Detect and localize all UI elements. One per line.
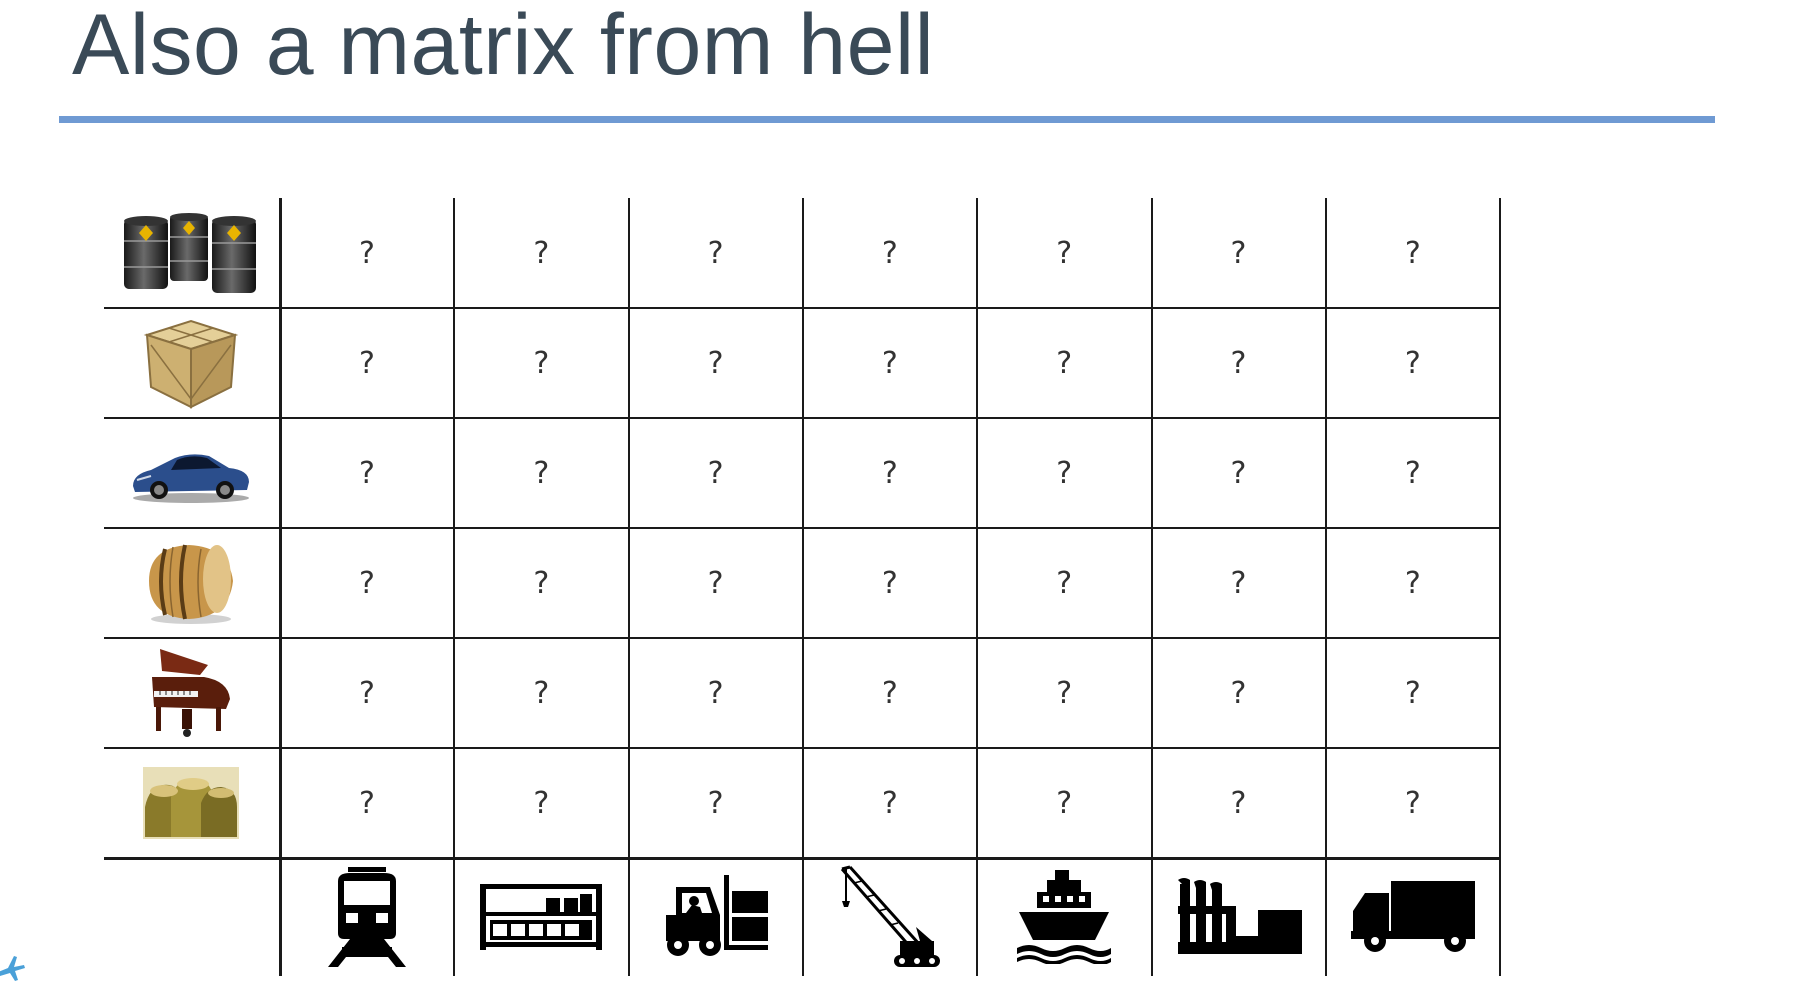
matrix-column-divider: [1324, 198, 1327, 976]
matrix-cell: ?: [1404, 675, 1421, 711]
matrix-cell: ?: [1056, 345, 1073, 381]
matrix-cell: ?: [533, 675, 550, 711]
matrix-cell: ?: [533, 785, 550, 821]
grand-piano-icon: [104, 638, 278, 748]
ship-icon: [977, 862, 1151, 972]
matrix-cell: ?: [1230, 235, 1247, 271]
matrix-cell: ?: [1404, 345, 1421, 381]
matrix-cell: ?: [881, 345, 898, 381]
matrix-row-divider: [104, 417, 1501, 419]
matrix-row-divider: [104, 637, 1501, 639]
matrix-row-divider: [104, 307, 1501, 309]
matrix-cell: ?: [707, 455, 724, 491]
matrix-cell: ?: [533, 455, 550, 491]
matrix-cell: ?: [359, 455, 375, 491]
matrix-row-divider: [104, 747, 1501, 749]
matrix-axis-horizontal: [104, 857, 1501, 860]
wooden-barrel-icon: [104, 528, 278, 638]
matrix-cell: ?: [359, 235, 375, 271]
oil-barrels-icon: [104, 198, 278, 308]
matrix-column-divider: [627, 198, 630, 976]
matrix-cell: ?: [707, 345, 724, 381]
forklift-icon: [629, 862, 803, 972]
matrix-column-divider: [1150, 198, 1153, 976]
matrix-axis-vertical: [279, 198, 282, 976]
matrix-cell: ?: [1230, 675, 1247, 711]
matrix-cell: ?: [1056, 235, 1073, 271]
matrix-cell: ?: [881, 455, 898, 491]
sports-car-icon: [104, 418, 278, 528]
matrix-column-divider: [453, 198, 456, 976]
matrix-column-divider: [976, 198, 979, 976]
matrix-cell: ?: [359, 785, 375, 821]
matrix-row-divider: [104, 527, 1501, 529]
matrix-cell: ?: [707, 565, 724, 601]
matrix-cell: ?: [1404, 565, 1421, 601]
matrix-cell: ?: [1230, 785, 1247, 821]
matrix-cell: ?: [1230, 345, 1247, 381]
container-rack-icon: [454, 862, 628, 972]
matrix-cell: ?: [359, 675, 375, 711]
matrix-column-divider: [801, 198, 804, 976]
matrix-cell: ?: [1404, 455, 1421, 491]
matrix-cell: ?: [1230, 455, 1247, 491]
matrix-cell: ?: [881, 675, 898, 711]
matrix-cell: ?: [881, 785, 898, 821]
matrix-cell: ?: [533, 235, 550, 271]
crane-icon: [803, 862, 977, 972]
matrix-cell: ?: [1056, 565, 1073, 601]
matrix-cell: ?: [359, 565, 375, 601]
wooden-crate-icon: [104, 308, 278, 418]
truck-icon: [1326, 862, 1500, 972]
matrix-cell: ?: [1056, 785, 1073, 821]
matrix-cell: ?: [707, 675, 724, 711]
matrix-cell: ?: [1056, 675, 1073, 711]
matrix-cell: ?: [881, 235, 898, 271]
matrix-cell: ?: [533, 565, 550, 601]
matrix-cell: ?: [881, 565, 898, 601]
matrix-cell: ?: [533, 345, 550, 381]
matrix-cell: ?: [359, 345, 375, 381]
matrix-cell: ?: [1404, 785, 1421, 821]
matrix-cell: ?: [707, 235, 724, 271]
slide-title: Also a matrix from hell: [72, 0, 935, 93]
title-underline: [59, 116, 1715, 123]
sacks-icon: [104, 748, 278, 858]
matrix-cell: ?: [707, 785, 724, 821]
train-icon: [280, 862, 454, 972]
matrix-column-divider: [1499, 198, 1502, 976]
matrix-cell: ?: [1056, 455, 1073, 491]
matrix-cell: ?: [1230, 565, 1247, 601]
factory-icon: [1152, 862, 1326, 972]
airplane-icon: [0, 956, 25, 981]
matrix-cell: ?: [1404, 235, 1421, 271]
